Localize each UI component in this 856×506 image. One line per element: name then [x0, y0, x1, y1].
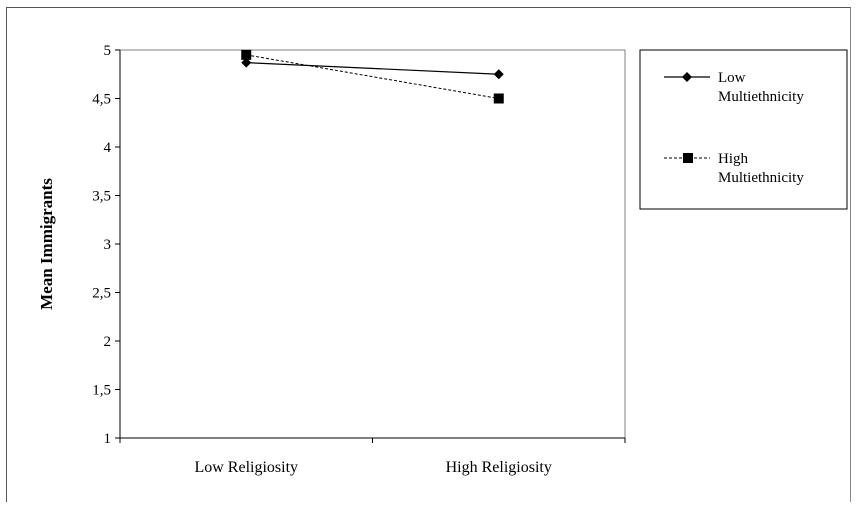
y-tick-label: 1: [104, 431, 112, 447]
data-point-low-multiethnicity: [241, 57, 252, 68]
y-tick-label: 2,5: [92, 286, 111, 302]
y-axis-label: Mean Immigrants: [37, 178, 56, 310]
data-point-high-multiethnicity: [241, 49, 252, 60]
plot-area: [119, 49, 626, 439]
legend-item-high-multiethnicity: High Multiethnicity: [664, 151, 804, 186]
y-tick-label: 4,5: [92, 92, 111, 108]
x-ticks: Low Religiosity High Religiosity: [119, 438, 626, 476]
y-tick-label: 1,5: [92, 383, 111, 399]
x-tick-label: Low Religiosity: [194, 459, 298, 476]
y-tick-label: 4: [104, 140, 112, 156]
series-line-high-multiethnicity: [246, 54, 499, 99]
data-point-low-multiethnicity: [493, 69, 504, 80]
legend-item-low-multiethnicity: Low Multiethnicity: [664, 70, 804, 105]
y-tick-label: 3: [104, 237, 112, 253]
legend-square-marker: [683, 153, 693, 163]
series-group: [241, 49, 504, 104]
series-line-low-multiethnicity: [246, 62, 499, 75]
y-tick-label: 3,5: [92, 189, 111, 205]
data-point-high-multiethnicity: [493, 93, 504, 104]
legend-label-low-line1: Low: [718, 70, 746, 86]
y-tick-label: 2: [104, 334, 112, 350]
y-tick-label: 5: [104, 43, 112, 59]
legend-label-low-line2: Multiethnicity: [718, 89, 804, 105]
legend-diamond-marker: [682, 72, 692, 82]
x-tick-label: High Religiosity: [446, 459, 552, 476]
legend-label-high-line1: High: [718, 151, 749, 167]
y-ticks: 1 1,5 2 2,5 3 3,5 4 4,5 5: [92, 43, 120, 447]
legend-label-high-line2: Multiethnicity: [718, 170, 804, 186]
